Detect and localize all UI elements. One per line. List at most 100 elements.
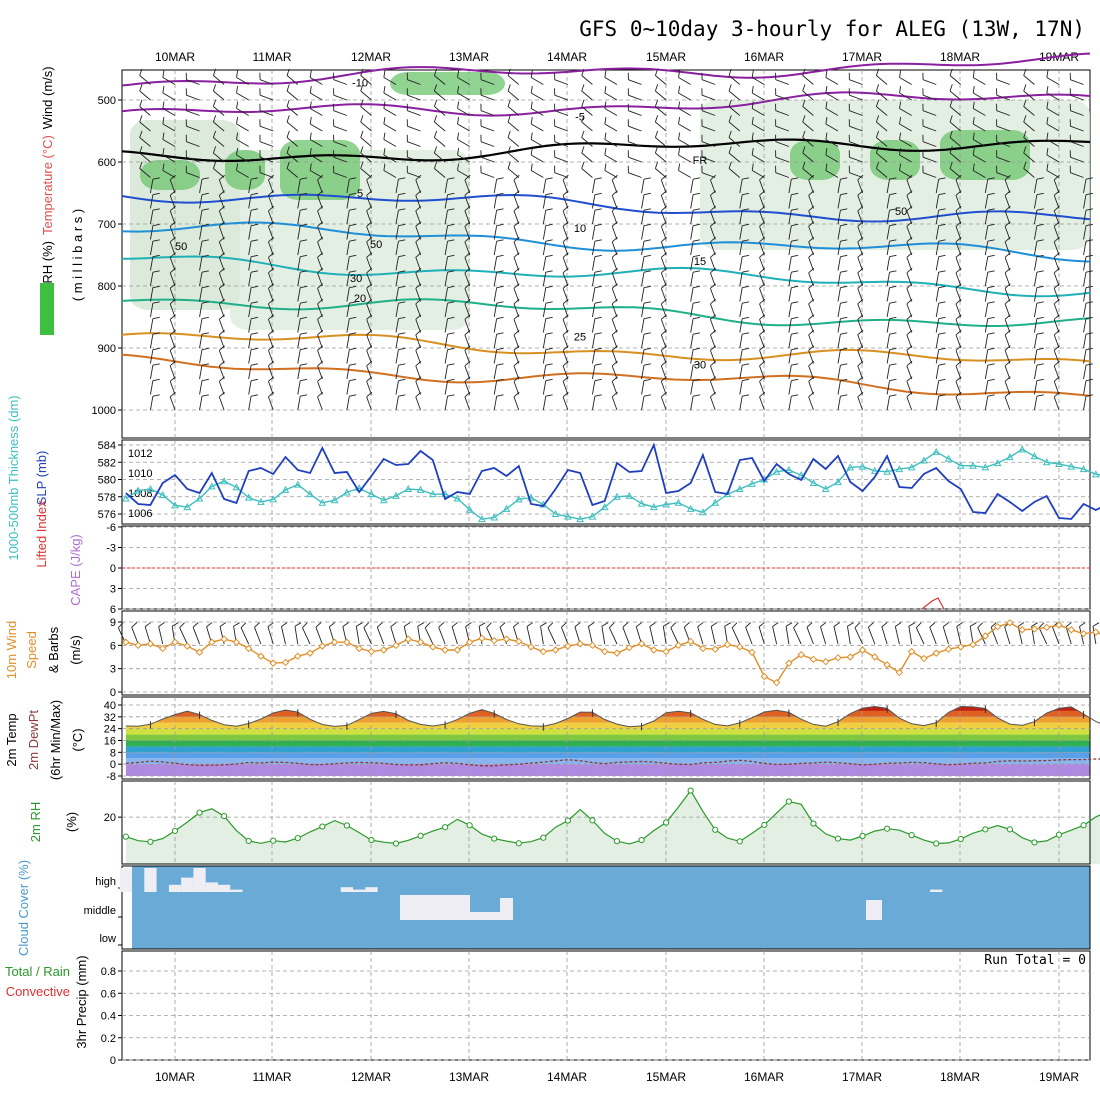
upper-wind-barb-flag [268, 345, 274, 351]
upper-wind-barb-flag [398, 270, 406, 273]
upper-wind-barb [935, 334, 940, 349]
upper-wind-barb [655, 121, 667, 132]
upper-wind-barb [464, 210, 471, 225]
upper-wind-barb [922, 125, 937, 132]
upper-wind-barb [150, 380, 154, 395]
upper-wind-barb [996, 156, 1011, 163]
temp-line [125, 705, 1100, 728]
wind10m-barb [977, 627, 986, 645]
upper-wind-barb [444, 225, 448, 240]
wind10m-barb-flag [315, 622, 322, 628]
upper-wind-barb-flag [1046, 132, 1049, 140]
wind10m-barb-flag [171, 622, 179, 627]
wind10m-barb-flag [929, 622, 936, 628]
upper-wind-barb-flag [317, 360, 324, 367]
upper-wind-barb [857, 272, 863, 287]
upper-wind-barb-flag [840, 177, 848, 180]
upper-wind-barb [268, 365, 274, 380]
upper-wind-barb [655, 75, 667, 85]
upper-wind-barb [248, 380, 252, 395]
upper-wind-barb [972, 154, 986, 163]
upper-wind-barb-flag [201, 254, 209, 258]
upper-wind-barb [955, 179, 962, 194]
upper-wind-barb-flag [496, 239, 504, 242]
upper-wind-barb-flag [1053, 190, 1060, 196]
upper-wind-barb [507, 75, 520, 85]
rh-shading [870, 140, 920, 180]
y-tick-label: 32 [104, 712, 116, 724]
upper-wind-barb-flag [152, 363, 160, 366]
upper-wind-barb [739, 210, 743, 225]
upper-wind-barb [415, 179, 421, 194]
upper-wind-barb [955, 396, 962, 411]
upper-wind-barb [808, 195, 814, 209]
upper-wind-barb-flag [643, 316, 651, 320]
upper-wind-barb-flag [611, 391, 618, 398]
upper-wind-barb [857, 303, 863, 318]
upper-wind-barb-flag [1085, 347, 1093, 351]
upper-wind-barb [710, 179, 716, 194]
upper-wind-barb-flag [949, 130, 953, 138]
upper-wind-barb [739, 179, 743, 194]
wind10m-point [1018, 626, 1026, 634]
upper-wind-barb [259, 94, 274, 101]
top-date-axis: 10MAR 11MAR 12MAR 13MAR 14MAR 15MAR 16MAR 17MAR… [155, 50, 1079, 64]
upper-wind-barb-flag [268, 252, 274, 258]
upper-wind-barb [808, 241, 814, 256]
upper-axis-title-part: Wind (m/s) [40, 66, 55, 129]
wind10m-point [1043, 623, 1051, 632]
thickness-point [846, 463, 855, 471]
upper-wind-barb [788, 318, 792, 333]
upper-wind-barb-flag [464, 314, 471, 320]
upper-wind-barb-flag [383, 163, 386, 171]
upper-wind-barb-flag [201, 363, 209, 366]
upper-wind-barb [949, 75, 962, 85]
upper-wind-barb [248, 179, 252, 194]
isotherm-label: -5 [575, 112, 585, 124]
upper-wind-barb-flag [906, 174, 913, 181]
upper-wind-barb [457, 123, 470, 132]
wind10m-barb-flag [847, 622, 854, 627]
upper-wind-barb [1053, 257, 1060, 271]
thickness-point [686, 504, 695, 512]
upper-wind-barb [1034, 287, 1038, 302]
upper-wind-barb-flag [464, 283, 471, 289]
upper-wind-barb-flag [889, 208, 897, 211]
rh2m-point [908, 832, 915, 839]
thickness-point [379, 496, 388, 504]
upper-wind-barb-flag [1004, 221, 1011, 227]
upper-wind-barb-flag [955, 345, 962, 351]
upper-wind-barb [333, 141, 348, 147]
upper-wind-barb [655, 137, 667, 147]
upper-wind-barb [849, 156, 863, 163]
wind10m-barb-flag [329, 622, 336, 628]
isotherm-line [121, 91, 1091, 117]
upper-wind-barb-flag [447, 239, 455, 242]
wind10m-point [294, 652, 302, 660]
temp-band [125, 758, 1090, 765]
upper-wind-barb [1083, 225, 1087, 240]
upper-wind-barb [1083, 287, 1087, 302]
top-date-label: 14MAR [547, 50, 587, 64]
upper-wind-barb-flag [457, 163, 460, 171]
upper-wind-barb [788, 194, 792, 209]
y-tick-label: 0.6 [101, 988, 116, 1000]
upper-wind-barb [383, 170, 397, 178]
upper-wind-barb-flag [808, 283, 815, 289]
rh2m-point [712, 826, 719, 833]
thickness-point [232, 483, 241, 491]
upper-wind-barb-flag [201, 394, 209, 397]
upper-wind-barb-flag [317, 376, 324, 382]
thickness-point [699, 508, 707, 516]
upper-wind-barb-flag [710, 376, 716, 382]
upper-wind-barb-flag [1046, 148, 1049, 156]
upper-wind-barb-flag [545, 223, 553, 227]
upper-wind-barb [886, 334, 890, 349]
upper-wind-barb [415, 365, 421, 380]
upper-wind-barb-flag [236, 148, 239, 156]
upper-wind-barb [464, 350, 471, 364]
upper-wind-barb [218, 396, 225, 411]
upper-wind-barb-flag [693, 394, 701, 397]
upper-wind-barb-flag [1085, 223, 1093, 227]
upper-wind-barb [604, 108, 618, 116]
